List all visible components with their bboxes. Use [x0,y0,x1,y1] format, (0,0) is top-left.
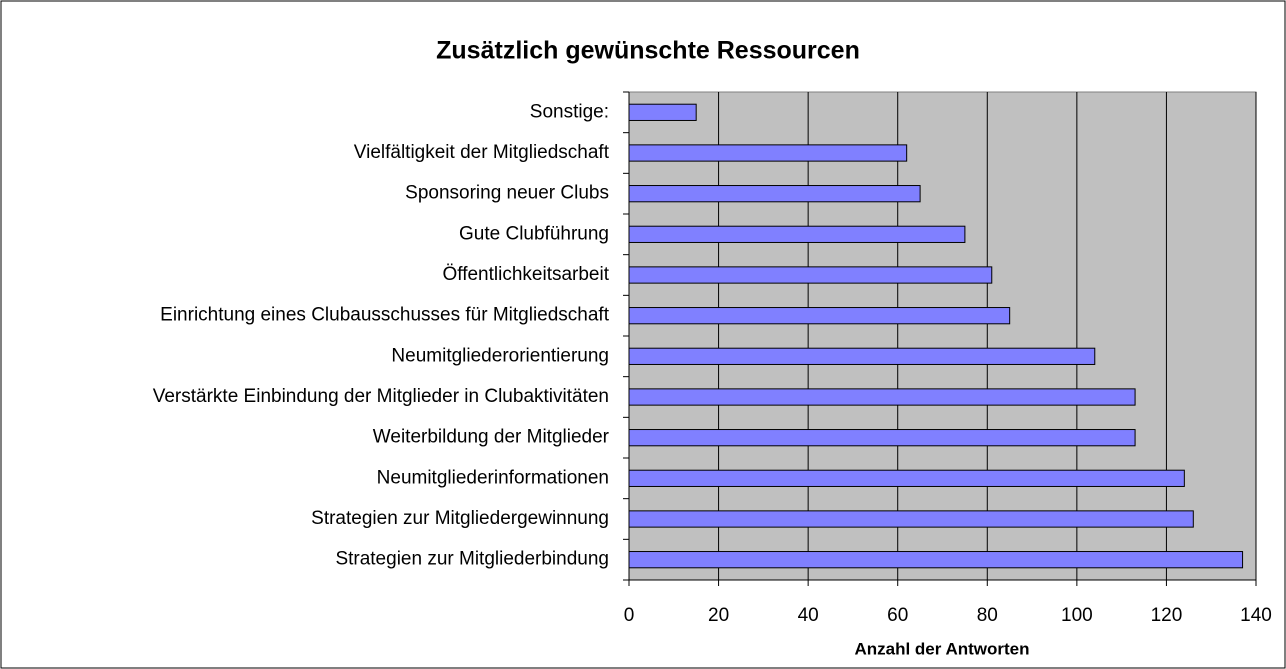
bar [628,185,921,203]
y-tick-label: Neumitgliederorientierung [391,345,609,366]
x-tick-label: 120 [1151,605,1183,626]
bar [628,429,1136,447]
y-tick-label: Vielfältigkeit der Mitgliedschaft [354,142,610,163]
x-tick-label: 60 [887,605,908,626]
y-tick-label: Sponsoring neuer Clubs [405,183,609,204]
y-tick-label: Weiterbildung der Mitglieder [373,427,610,448]
x-axis-label: Anzahl der Antworten [854,639,1029,658]
bar [628,388,1136,406]
y-tick-label: Strategien zur Mitgliedergewinnung [311,508,609,529]
x-tick-label: 140 [1240,605,1272,626]
y-tick-label: Gute Clubführung [459,223,609,244]
y-tick-label: Neumitgliederinformationen [377,467,609,488]
bar [628,144,908,162]
chart-title: Zusätzlich gewünschte Ressourcen [436,37,860,65]
bar [628,469,1185,487]
x-tick-label: 20 [708,605,729,626]
bar [628,266,993,284]
y-tick-label: Strategien zur Mitgliederbindung [335,549,609,570]
bar [628,103,697,121]
bar [628,307,1011,325]
y-tick-label: Einrichtung eines Clubausschusses für Mi… [160,305,610,326]
y-tick-label: Verstärkte Einbindung der Mitglieder in … [153,386,609,407]
x-tick-label: 80 [977,605,998,626]
plot-area [628,91,1257,581]
bar [628,347,1096,365]
x-tick-label: 0 [624,605,635,626]
bar [628,510,1194,528]
bar [628,551,1244,569]
x-tick-label: 40 [798,605,819,626]
y-tick-label: Öffentlichkeitsarbeit [442,264,609,285]
y-tick-label: Sonstige: [530,101,609,122]
x-tick-label: 100 [1061,605,1093,626]
bar [628,225,966,243]
